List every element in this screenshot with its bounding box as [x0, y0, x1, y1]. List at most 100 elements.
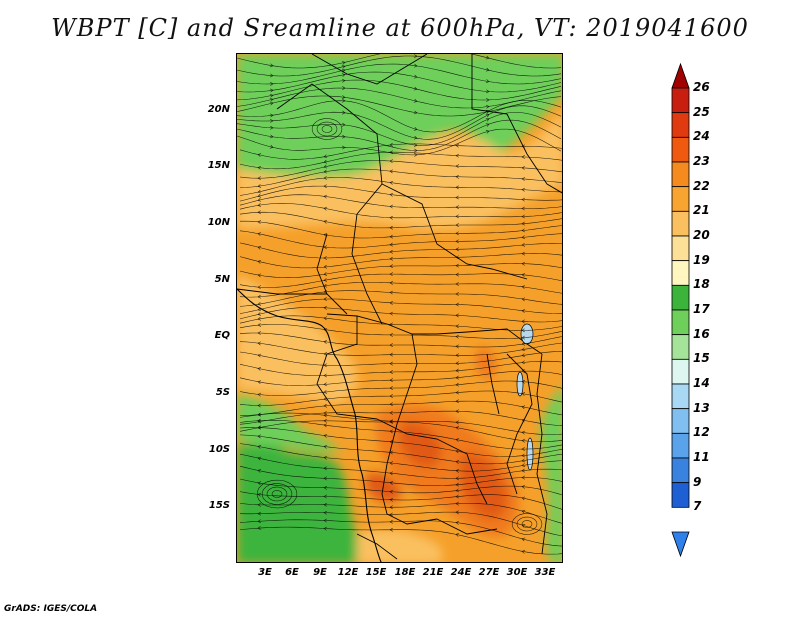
streamline-arrow	[389, 281, 393, 285]
streamline-arrow	[323, 233, 328, 237]
streamline	[239, 282, 562, 298]
streamline-arrow	[455, 292, 459, 296]
streamline-arrow	[323, 444, 328, 449]
streamline	[239, 491, 562, 510]
streamline-arrow	[521, 144, 525, 149]
streamline	[516, 516, 538, 532]
streamline-arrow	[389, 169, 394, 174]
streamline-arrow	[389, 378, 393, 383]
streamline	[239, 273, 562, 288]
streamline-arrow	[521, 369, 525, 373]
lon-label: 15E	[365, 567, 387, 578]
streamline-arrow	[257, 312, 262, 316]
streamline	[321, 125, 333, 133]
streamline	[271, 490, 283, 498]
lat-label: 15N	[207, 160, 230, 171]
colorbar-swatch	[671, 112, 690, 138]
streamline-arrow	[521, 475, 525, 480]
lon-label: 9E	[313, 567, 327, 578]
streamlines	[237, 54, 562, 555]
map-plot	[237, 54, 562, 562]
streamline-arrow	[521, 468, 526, 473]
streamline-arrow	[389, 450, 394, 455]
streamline-arrow	[257, 403, 261, 408]
streamline-arrow	[389, 429, 393, 434]
streamline	[239, 465, 562, 486]
colorbar-swatch	[671, 62, 690, 89]
streamline-arrow	[257, 203, 262, 207]
lon-label: 18E	[394, 567, 416, 578]
streamline-arrow	[342, 134, 346, 139]
lat-label: 15S	[208, 500, 230, 511]
streamline-arrow	[341, 122, 346, 127]
streamline-arrow	[323, 305, 327, 310]
south-light-orange	[237, 274, 358, 404]
streamline-arrow	[455, 510, 459, 515]
lon-label: 33E	[534, 567, 556, 578]
streamline-arrow	[455, 390, 460, 395]
streamline-arrow	[455, 438, 460, 442]
streamline-arrow	[323, 289, 328, 294]
streamline-arrow	[521, 335, 526, 340]
streamline	[239, 177, 562, 196]
streamline-arrow	[413, 63, 418, 68]
streamline-arrow	[455, 488, 460, 493]
colorbar-level-label: 22	[693, 178, 710, 193]
streamline-arrow	[455, 533, 460, 537]
streamline-arrow	[257, 323, 262, 327]
colorbar-swatch	[671, 457, 690, 484]
colorbar-swatch	[671, 161, 690, 188]
streamline-arrow	[257, 184, 262, 188]
streamline-arrow	[257, 418, 261, 423]
streamline-arrow	[323, 494, 327, 499]
streamline-arrow	[323, 518, 327, 523]
streamline-arrow	[389, 519, 393, 524]
streamline-arrow	[389, 361, 393, 366]
streamline-arrow	[389, 489, 393, 494]
streamline	[261, 483, 293, 505]
streamline	[239, 315, 562, 331]
streamline-arrow	[323, 502, 327, 507]
lat-label: 10S	[208, 444, 230, 455]
streamline-arrow	[257, 316, 262, 321]
streamline-arrow	[257, 285, 261, 290]
streamline-arrow	[389, 264, 393, 269]
streamline-arrow	[323, 159, 328, 164]
streamline-arrow	[521, 273, 526, 277]
streamline-arrow	[455, 501, 459, 506]
streamline-arrow	[269, 113, 274, 118]
streamline-arrow	[485, 123, 490, 127]
streamline-arrow	[257, 176, 261, 181]
streamline	[316, 121, 338, 137]
streamline	[237, 112, 562, 146]
streamline-arrow	[413, 143, 418, 147]
colorbar-level-label: 26	[693, 80, 710, 94]
colorbar-level-label: 24	[693, 129, 710, 144]
streamline-arrow	[270, 118, 274, 123]
southwest-light-green	[237, 394, 342, 454]
streamline-arrow	[389, 386, 393, 390]
streamline-arrow	[521, 496, 526, 501]
streamline-arrow	[455, 255, 459, 260]
streamline-arrow	[389, 242, 394, 247]
streamline-arrow	[521, 447, 525, 451]
streamline	[239, 526, 562, 555]
streamline-arrow	[389, 333, 393, 337]
streamline-arrow	[323, 278, 328, 282]
colorbar-level-label: 21	[693, 203, 710, 218]
streamline-arrow	[270, 125, 274, 130]
streamline-arrow	[455, 420, 460, 425]
streamline-arrow	[323, 413, 328, 418]
streamline-arrow	[485, 104, 490, 109]
streamline-arrow	[389, 419, 393, 424]
streamline	[237, 63, 562, 85]
streamline-arrow	[521, 309, 526, 313]
streamline-arrow	[521, 206, 525, 211]
colorbar-level-label: 17	[693, 302, 710, 316]
streamline-arrow	[389, 343, 393, 347]
streamline-arrow	[257, 153, 262, 157]
grads-credit: GrADS: IGES/COLA	[4, 604, 98, 614]
colorbar-swatch	[671, 482, 690, 508]
colorbar-level-label: 12	[693, 425, 710, 440]
streamline-arrow	[341, 60, 346, 65]
